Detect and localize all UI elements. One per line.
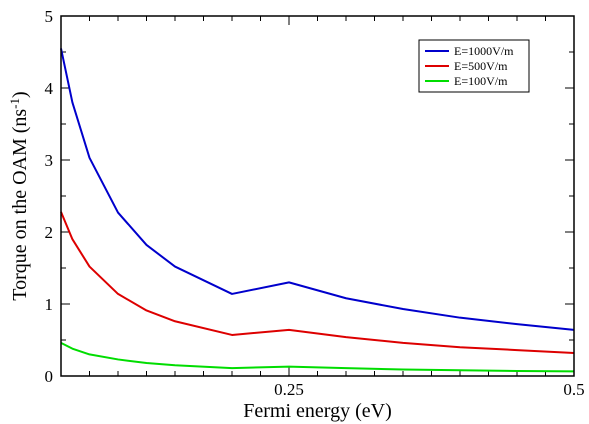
legend-label-3: E=100V/m — [454, 74, 508, 88]
y-axis-label-main: Torque on the OAM (ns — [9, 109, 31, 301]
x-tick-label: 0.25 — [274, 380, 304, 399]
legend: E=1000V/mE=500V/mE=100V/m — [418, 39, 530, 93]
x-axis-label: Fermi energy (eV) — [243, 400, 391, 422]
y-tick-label: 4 — [45, 79, 54, 98]
y-tick-label: 3 — [45, 151, 54, 170]
legend-label-1: E=1000V/m — [454, 44, 514, 58]
series-line-3 — [60, 341, 575, 373]
x-tick-label: 0.5 — [563, 380, 584, 399]
y-axis-label: Torque on the OAM (ns-1) — [7, 91, 32, 300]
y-tick-label: 0 — [45, 367, 54, 386]
y-axis-label-close: ) — [9, 91, 31, 98]
y-tick-label: 5 — [45, 7, 54, 26]
series-line-2 — [60, 211, 575, 354]
series-line-1 — [60, 48, 575, 331]
y-tick-label: 1 — [45, 295, 54, 314]
y-axis-label-exponent: -1 — [7, 98, 22, 109]
plot-frame — [60, 15, 575, 377]
legend-label-2: E=500V/m — [454, 59, 508, 73]
series-layer — [60, 48, 575, 373]
y-tick-label: 2 — [45, 223, 54, 242]
